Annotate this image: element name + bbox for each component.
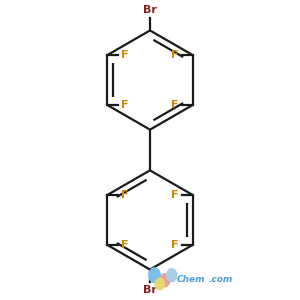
Text: F: F <box>121 100 128 110</box>
Text: F: F <box>172 100 179 110</box>
Circle shape <box>160 274 170 286</box>
Text: F: F <box>172 240 179 250</box>
Circle shape <box>167 269 177 282</box>
Text: Br: Br <box>143 285 157 295</box>
Text: F: F <box>172 50 179 60</box>
Circle shape <box>149 268 160 283</box>
Text: Br: Br <box>143 5 157 15</box>
Text: F: F <box>121 240 128 250</box>
Text: F: F <box>121 190 128 200</box>
Text: .com: .com <box>208 275 232 284</box>
Circle shape <box>155 278 164 290</box>
Text: Chem: Chem <box>176 275 205 284</box>
Text: F: F <box>121 50 128 60</box>
Text: F: F <box>172 190 179 200</box>
